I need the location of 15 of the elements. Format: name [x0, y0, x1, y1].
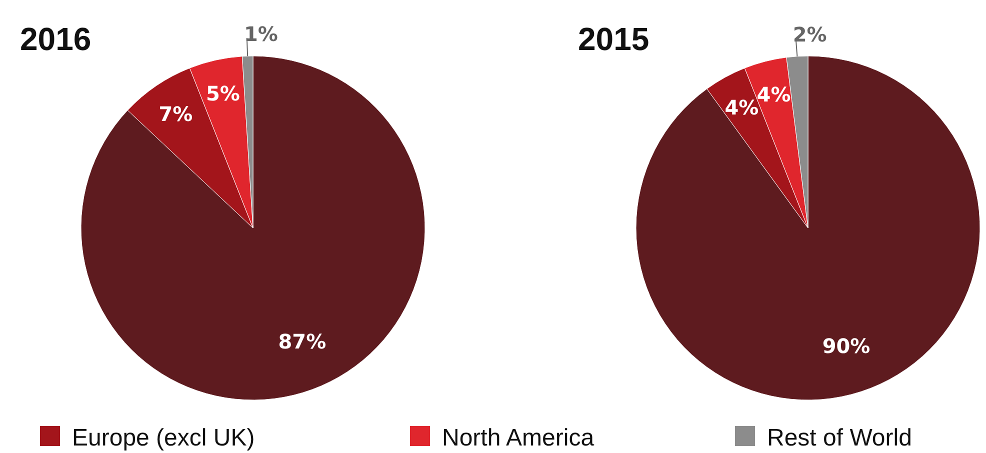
- data-label: 7%: [158, 102, 193, 126]
- data-label: 4%: [756, 82, 791, 107]
- data-label: 4%: [724, 95, 759, 120]
- legend-label: Europe (excl UK): [72, 424, 255, 452]
- data-label: 1%: [244, 22, 278, 46]
- data-label: 87%: [278, 330, 326, 354]
- chart-title: 2016: [20, 21, 92, 57]
- legend-label: North America: [442, 424, 595, 452]
- pie-slice: [636, 56, 980, 400]
- pie-slice: [80, 56, 426, 400]
- data-label: 5%: [206, 82, 240, 106]
- data-label: 90%: [822, 334, 870, 358]
- legend-label: Rest of World: [767, 424, 912, 452]
- chart-title: 2015: [578, 21, 650, 57]
- data-label: 2%: [792, 22, 827, 46]
